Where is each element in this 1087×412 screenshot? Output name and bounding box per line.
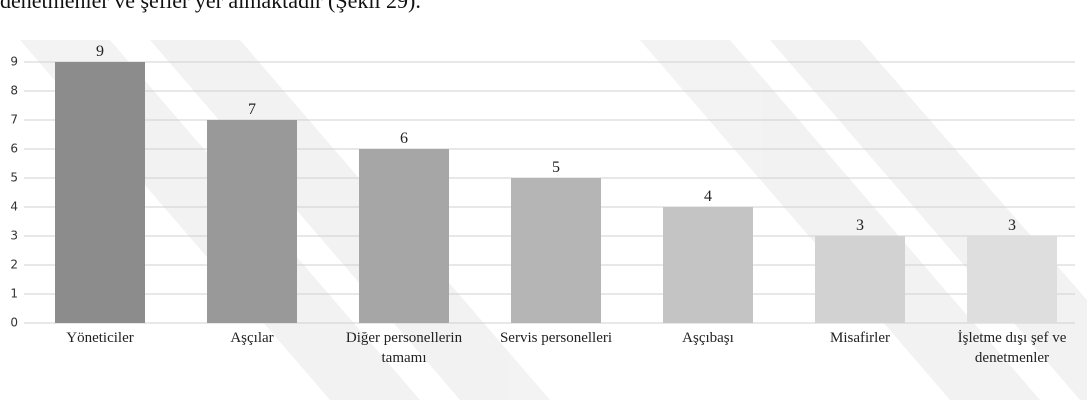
y-tick-label: 3 [10, 229, 18, 243]
value-label: 6 [400, 130, 408, 147]
bar [663, 207, 753, 323]
value-label: 9 [96, 43, 104, 60]
y-tick-label: 9 [10, 55, 18, 69]
y-tick-label: 4 [10, 200, 18, 214]
x-tick-label: Diğer personellerin tamamı [345, 330, 463, 366]
bar [967, 236, 1057, 323]
y-tick-label: 5 [10, 171, 18, 185]
x-tick-label: Aşçıbaşı [682, 330, 734, 346]
y-tick-label: 7 [10, 113, 18, 127]
x-tick-label: Misafirler [830, 330, 890, 346]
y-tick-label: 0 [10, 316, 18, 330]
body-text: denetmenler ve şefler yer almaktadır (Şe… [0, 0, 421, 13]
value-label: 4 [704, 188, 712, 205]
value-label: 3 [856, 217, 864, 234]
bar [207, 120, 297, 323]
y-tick-label: 8 [10, 84, 18, 98]
y-tick-label: 6 [10, 142, 18, 156]
y-tick-label: 1 [10, 287, 18, 301]
bar [511, 178, 601, 323]
value-label: 3 [1008, 217, 1016, 234]
x-tick-label: Servis personelleri [499, 330, 613, 346]
x-tick-label: Aşçılar [230, 330, 274, 346]
bar [815, 236, 905, 323]
value-label: 7 [248, 101, 256, 118]
value-label: 5 [552, 159, 560, 176]
x-tick-label: İşletme dışı şef ve denetmenler [957, 330, 1067, 366]
bar [55, 62, 145, 323]
bar [359, 149, 449, 323]
x-tick-label: Yöneticiler [66, 330, 134, 346]
y-tick-label: 2 [10, 258, 18, 272]
